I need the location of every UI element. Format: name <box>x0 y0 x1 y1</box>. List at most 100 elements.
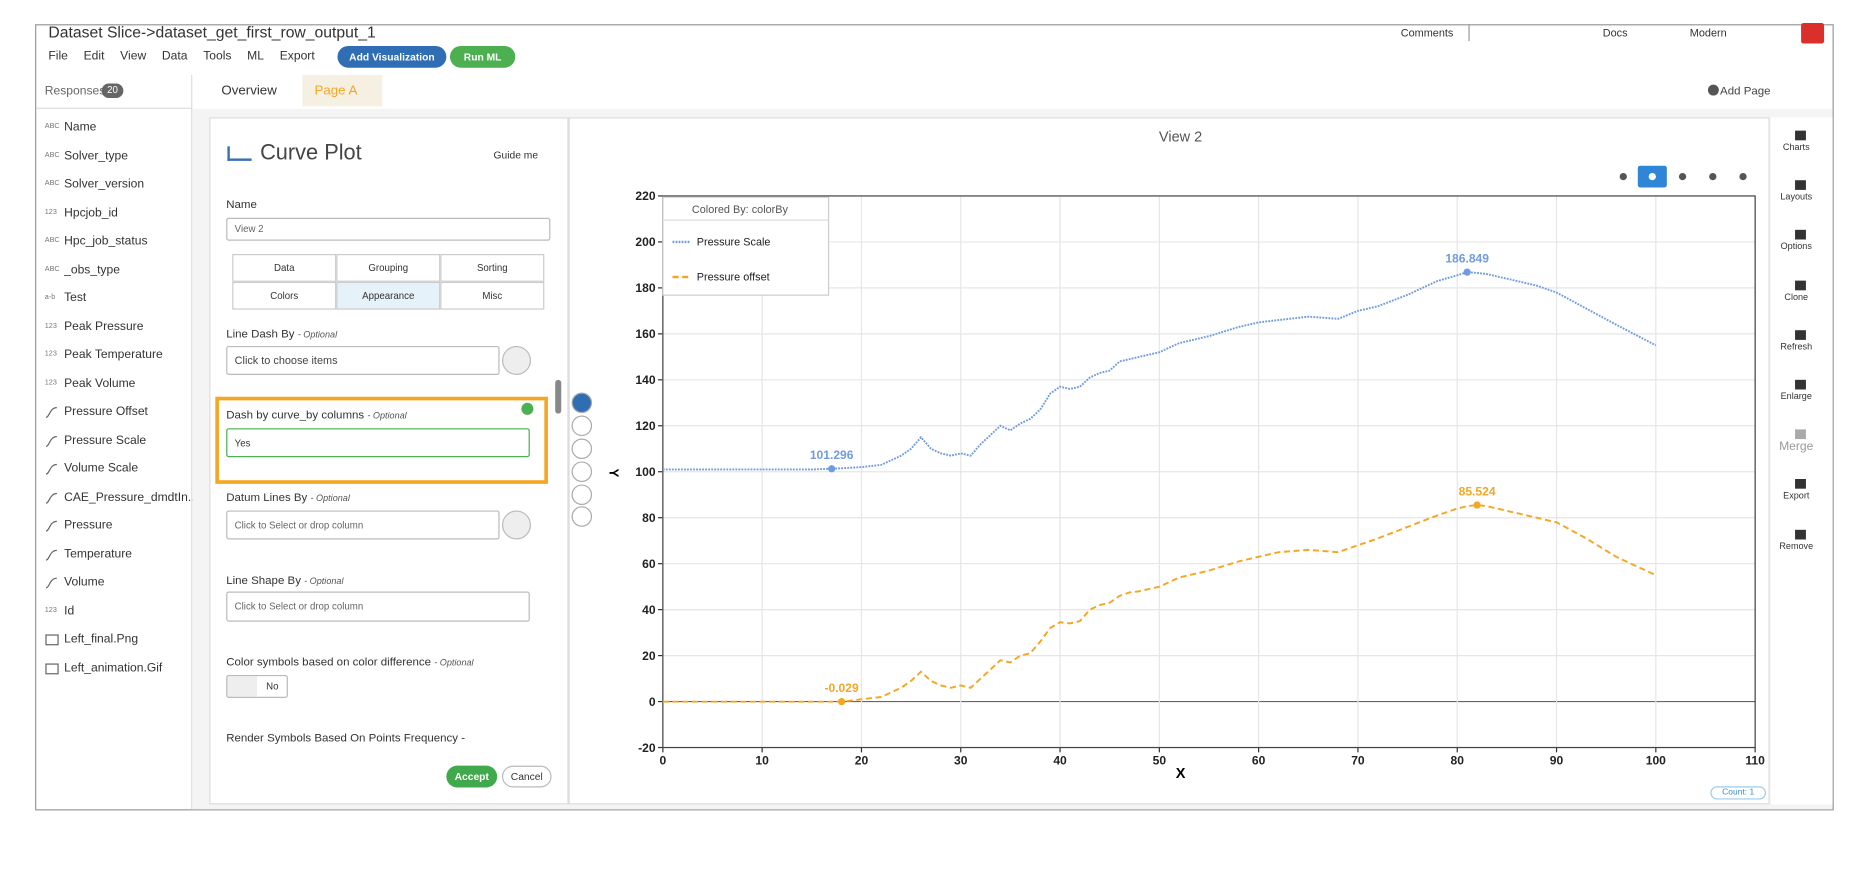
accept-button[interactable]: Accept <box>446 765 498 788</box>
field-name[interactable]: _obs_type <box>64 263 120 277</box>
panel-tab[interactable]: Colors <box>232 281 337 310</box>
rail-item[interactable]: Export <box>1783 490 1810 502</box>
datum-select[interactable]: Click to Select or drop column <box>226 510 500 540</box>
line-dash-select[interactable]: Click to choose items <box>226 345 500 375</box>
rail-item[interactable]: Merge <box>1779 440 1814 454</box>
field-name[interactable]: Test <box>64 291 87 305</box>
x-tick-label: 70 <box>1351 753 1365 767</box>
shape-select[interactable]: Click to Select or drop column <box>226 591 530 622</box>
field-name[interactable]: Solver_type <box>64 149 128 163</box>
toggle-value: No <box>266 681 279 692</box>
comments[interactable]: Comments <box>1400 26 1454 39</box>
menu-item[interactable]: Data <box>161 49 188 63</box>
theme[interactable]: Modern <box>1689 26 1727 39</box>
x-tick-label: 80 <box>1451 753 1465 767</box>
page-a-label[interactable]: Page A <box>314 83 358 98</box>
line-series <box>662 271 1657 471</box>
color-symbols-label: Color symbols based on color difference … <box>226 656 473 669</box>
gear-button[interactable] <box>501 510 532 540</box>
page-a-tab[interactable] <box>302 74 383 107</box>
field-type: 123 <box>44 208 57 216</box>
cancel-button[interactable]: Cancel <box>501 765 552 788</box>
add-visualization-button[interactable]: Add Visualization <box>337 45 447 68</box>
field-icon <box>45 435 57 447</box>
y-tick-label: 160 <box>635 327 655 341</box>
menu-item[interactable]: Edit <box>83 49 105 63</box>
toggle[interactable]: No <box>226 674 288 698</box>
rail-item[interactable]: Options <box>1780 241 1812 253</box>
field-name[interactable]: Peak Pressure <box>64 319 144 334</box>
responses-label: Responses: <box>44 84 109 98</box>
rail-icon <box>1795 529 1806 539</box>
rail-item[interactable]: Enlarge <box>1780 390 1812 402</box>
field-name[interactable]: CAE_Pressure_dmdtIn... <box>64 490 198 504</box>
icon-path <box>45 634 59 646</box>
menu-item[interactable]: View <box>120 49 147 63</box>
field-type: 123 <box>44 322 57 330</box>
menu-item[interactable]: File <box>48 49 68 63</box>
tool-icon[interactable] <box>1678 172 1687 181</box>
x-tick-label: 60 <box>1252 753 1266 767</box>
scrollbar <box>555 379 562 414</box>
field-name[interactable]: Volume Scale <box>64 462 139 476</box>
field-name[interactable]: Peak Volume <box>64 376 136 391</box>
menu-item[interactable]: Export <box>279 49 315 63</box>
dash-curve-select[interactable]: Yes <box>226 428 530 458</box>
menu-item[interactable]: ML <box>247 49 264 63</box>
side-tool[interactable] <box>571 484 593 506</box>
side-tool[interactable] <box>571 392 593 414</box>
field-name[interactable]: Peak Temperature <box>64 348 163 362</box>
field-name[interactable]: Left_final.Png <box>64 632 139 646</box>
field-name[interactable]: Hpcjob_id <box>64 206 118 220</box>
field-name[interactable]: Id <box>64 604 75 618</box>
panel-title: Curve Plot <box>260 140 362 165</box>
field-name[interactable]: Name <box>64 120 97 135</box>
panel-tab[interactable]: Sorting <box>440 254 545 282</box>
side-tool[interactable] <box>571 506 593 527</box>
gear-button[interactable] <box>501 345 532 375</box>
field-name[interactable]: Pressure Scale <box>64 433 147 447</box>
menu-item[interactable]: Tools <box>203 49 232 63</box>
side-tool[interactable] <box>571 438 593 460</box>
rail-item[interactable]: Remove <box>1779 540 1814 552</box>
panel-tab[interactable]: Misc <box>440 281 545 310</box>
rail-item[interactable]: Refresh <box>1780 340 1813 352</box>
field-type: ABC <box>44 237 60 245</box>
field-name[interactable]: Pressure Offset <box>64 405 148 419</box>
field-name[interactable]: Volume <box>64 575 105 590</box>
y-tick-label: 80 <box>642 511 656 525</box>
panel-tab[interactable]: Grouping <box>336 254 441 282</box>
run-ml-button[interactable]: Run ML <box>449 45 516 68</box>
panel-tab[interactable]: Appearance <box>336 281 441 310</box>
tool-icon[interactable] <box>1619 172 1627 181</box>
panel-tab[interactable]: Data <box>232 254 337 282</box>
rail-item[interactable]: Clone <box>1784 291 1809 302</box>
docs[interactable]: Docs <box>1602 26 1628 39</box>
rail-items: Charts Layouts Options Clone Refresh Enlarge M… <box>1771 121 1833 581</box>
tool-icon[interactable] <box>1648 172 1656 181</box>
rail-item[interactable]: Charts <box>1782 141 1810 153</box>
icon-path <box>45 662 59 674</box>
name-input[interactable]: View 2 <box>226 217 551 241</box>
tool-icon[interactable] <box>1709 172 1717 181</box>
field-name[interactable]: Hpc_job_status <box>64 234 148 248</box>
close-button[interactable] <box>1801 22 1825 44</box>
optional: - Optional <box>367 410 407 421</box>
add-page[interactable]: Add Page <box>1720 84 1771 98</box>
rail-item[interactable]: Layouts <box>1780 191 1813 203</box>
field-name[interactable]: Pressure <box>64 518 113 533</box>
field-name[interactable]: Solver_version <box>64 177 145 192</box>
field-name[interactable]: Temperature <box>64 547 133 561</box>
side-tool[interactable] <box>571 415 593 437</box>
field-name[interactable]: Left_animation.Gif <box>64 661 163 675</box>
overview-tab[interactable]: Overview <box>221 83 277 98</box>
guide-me[interactable]: Guide me <box>493 148 539 161</box>
chart-title: View 2 <box>1159 130 1202 146</box>
field-icon <box>45 577 57 589</box>
side-tool[interactable] <box>571 461 593 483</box>
y-tick-label: 0 <box>649 695 656 709</box>
label: Dash by curve_by columns <box>226 408 365 423</box>
rail-icon <box>1795 280 1806 290</box>
highlight-point <box>1473 501 1481 509</box>
tool-icon[interactable] <box>1739 172 1747 181</box>
